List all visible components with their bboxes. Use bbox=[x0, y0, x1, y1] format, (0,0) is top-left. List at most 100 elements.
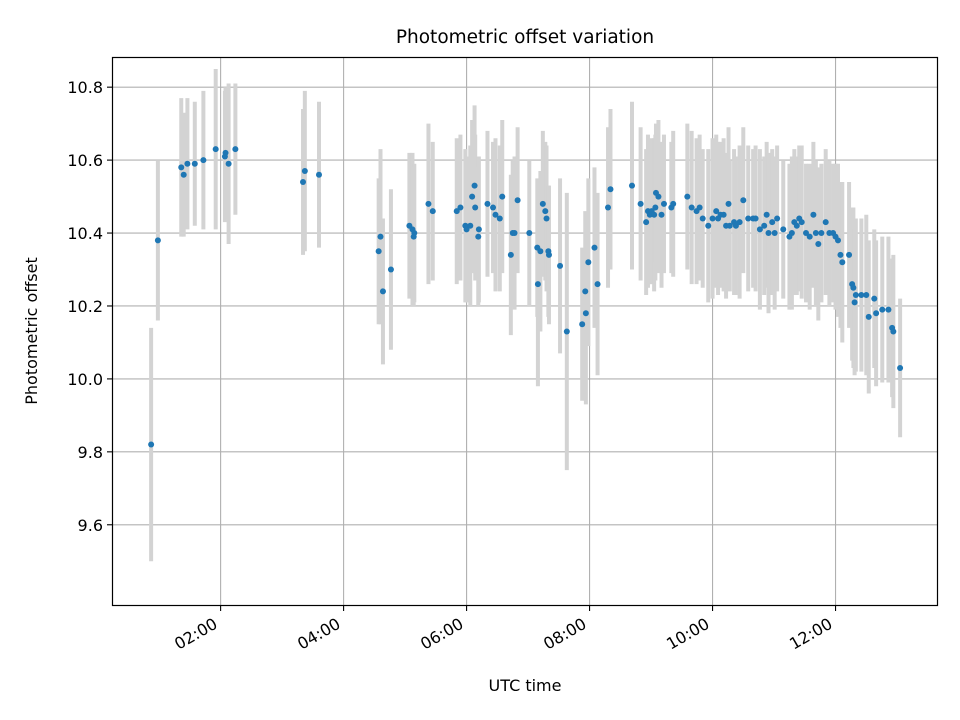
data-point bbox=[771, 230, 778, 237]
data-point bbox=[806, 233, 813, 240]
data-point bbox=[740, 197, 747, 204]
y-axis: 9.6 9.8 10.0 10.2 10.4 10.6 10.8 bbox=[67, 78, 113, 535]
data-point bbox=[846, 251, 853, 258]
y-tick-label: 10.4 bbox=[67, 224, 103, 243]
data-point bbox=[713, 208, 720, 215]
data-point bbox=[222, 149, 229, 156]
data-point bbox=[180, 171, 187, 178]
data-point bbox=[425, 200, 432, 207]
data-point bbox=[377, 233, 384, 240]
data-point bbox=[812, 230, 819, 237]
data-point bbox=[492, 211, 499, 218]
data-point bbox=[736, 219, 743, 226]
data-point bbox=[225, 160, 232, 167]
data-point bbox=[774, 215, 781, 222]
y-tick-label: 10.6 bbox=[67, 151, 103, 170]
data-point bbox=[788, 230, 795, 237]
data-point bbox=[725, 200, 732, 207]
data-point bbox=[557, 262, 564, 269]
data-point bbox=[688, 204, 695, 211]
data-point bbox=[818, 230, 825, 237]
data-point bbox=[655, 193, 662, 200]
data-point bbox=[301, 168, 308, 175]
data-point bbox=[184, 160, 191, 167]
data-point bbox=[410, 233, 417, 240]
data-point bbox=[375, 248, 382, 255]
plot-frame bbox=[111, 56, 939, 607]
data-point bbox=[379, 288, 386, 295]
data-point bbox=[852, 292, 859, 299]
data-point bbox=[514, 197, 521, 204]
data-point bbox=[660, 200, 667, 207]
data-point bbox=[475, 226, 482, 233]
data-point bbox=[585, 259, 592, 266]
data-point bbox=[579, 321, 586, 328]
data-point bbox=[539, 200, 546, 207]
data-point bbox=[851, 299, 858, 306]
data-point bbox=[670, 200, 677, 207]
chart-title: Photometric offset variation bbox=[396, 27, 654, 48]
data-point bbox=[563, 328, 570, 335]
x-axis-label: UTC time bbox=[489, 676, 562, 695]
data-point bbox=[726, 222, 733, 229]
y-tick-label: 10.2 bbox=[67, 297, 103, 316]
data-point bbox=[212, 146, 219, 153]
data-point bbox=[720, 211, 727, 218]
data-point bbox=[605, 204, 612, 211]
data-point bbox=[798, 219, 805, 226]
data-point bbox=[545, 251, 552, 258]
data-point bbox=[651, 211, 658, 218]
data-point bbox=[526, 230, 533, 237]
data-point bbox=[873, 310, 880, 317]
data-point bbox=[537, 248, 544, 255]
data-point bbox=[300, 178, 307, 185]
data-point bbox=[469, 193, 476, 200]
data-point bbox=[839, 259, 846, 266]
data-point bbox=[542, 208, 549, 215]
data-point bbox=[628, 182, 635, 189]
data-point bbox=[607, 186, 614, 193]
data-point bbox=[429, 208, 436, 215]
data-point bbox=[507, 251, 514, 258]
data-point bbox=[582, 310, 589, 317]
data-point bbox=[200, 157, 207, 164]
data-point bbox=[154, 237, 161, 244]
data-point bbox=[885, 306, 892, 313]
data-point bbox=[543, 215, 550, 222]
data-point bbox=[484, 200, 491, 207]
data-points bbox=[148, 146, 904, 448]
y-tick-label: 9.6 bbox=[78, 516, 103, 535]
data-point bbox=[178, 164, 185, 171]
data-point bbox=[769, 219, 776, 226]
data-point bbox=[863, 292, 870, 299]
data-point bbox=[594, 281, 601, 288]
data-point bbox=[472, 204, 479, 211]
grid-lines bbox=[113, 58, 937, 605]
data-point bbox=[793, 222, 800, 229]
data-point bbox=[803, 230, 810, 237]
data-point bbox=[780, 226, 787, 233]
data-point bbox=[761, 222, 768, 229]
data-point bbox=[490, 204, 497, 211]
data-point bbox=[810, 211, 817, 218]
data-point bbox=[148, 441, 155, 448]
data-point bbox=[822, 219, 829, 226]
data-point bbox=[511, 230, 518, 237]
data-point bbox=[496, 215, 503, 222]
data-point bbox=[316, 171, 322, 178]
data-point bbox=[637, 200, 644, 207]
data-point bbox=[850, 284, 857, 291]
data-point bbox=[699, 215, 706, 222]
y-tick-label: 9.8 bbox=[78, 443, 103, 462]
data-point bbox=[582, 288, 589, 295]
data-point bbox=[732, 222, 739, 229]
data-point bbox=[865, 313, 872, 320]
data-point bbox=[467, 222, 474, 229]
data-point bbox=[463, 226, 470, 233]
data-point bbox=[387, 266, 394, 273]
data-point bbox=[705, 222, 712, 229]
data-point bbox=[709, 215, 716, 222]
data-point bbox=[591, 244, 598, 251]
